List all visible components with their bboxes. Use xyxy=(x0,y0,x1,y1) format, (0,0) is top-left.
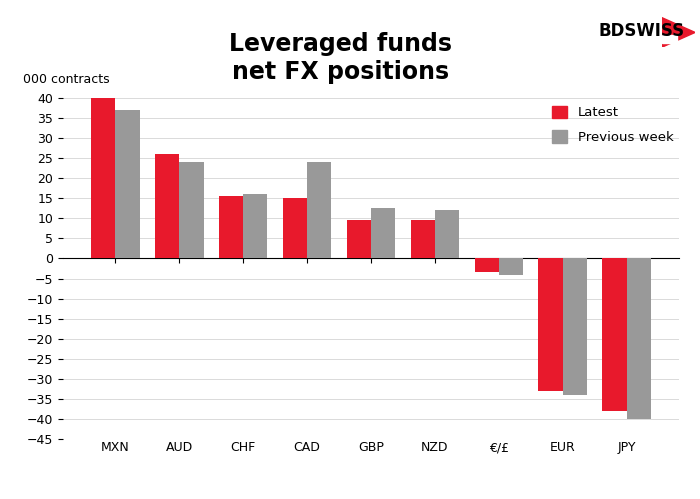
Bar xyxy=(116,110,139,258)
Bar xyxy=(91,98,116,258)
Bar xyxy=(563,258,587,395)
Bar xyxy=(411,220,435,258)
Bar xyxy=(371,208,395,258)
Text: CAD: CAD xyxy=(293,441,321,454)
Text: GBP: GBP xyxy=(358,441,384,454)
Bar xyxy=(499,258,523,274)
Text: MXN: MXN xyxy=(101,441,130,454)
Polygon shape xyxy=(662,35,677,43)
Bar xyxy=(155,154,179,258)
Text: BDSWISS: BDSWISS xyxy=(598,22,685,40)
Text: €/£: €/£ xyxy=(489,441,509,454)
Bar xyxy=(626,258,651,419)
Bar xyxy=(603,258,627,411)
Polygon shape xyxy=(662,17,695,47)
Text: CHF: CHF xyxy=(230,441,256,454)
Text: 000 contracts: 000 contracts xyxy=(23,73,110,86)
Bar xyxy=(243,194,267,258)
Bar xyxy=(538,258,563,391)
Text: NZD: NZD xyxy=(421,441,449,454)
Bar xyxy=(475,258,499,272)
Bar xyxy=(219,196,243,258)
Bar xyxy=(346,220,371,258)
Text: AUD: AUD xyxy=(166,441,193,454)
Bar xyxy=(179,162,204,258)
Bar xyxy=(307,162,331,258)
Bar xyxy=(435,210,459,258)
Text: JPY: JPY xyxy=(617,441,636,454)
Bar xyxy=(283,198,307,258)
Text: EUR: EUR xyxy=(550,441,575,454)
Title: Leveraged funds
net FX positions: Leveraged funds net FX positions xyxy=(229,32,452,84)
Legend: Latest, Previous week: Latest, Previous week xyxy=(546,100,679,149)
